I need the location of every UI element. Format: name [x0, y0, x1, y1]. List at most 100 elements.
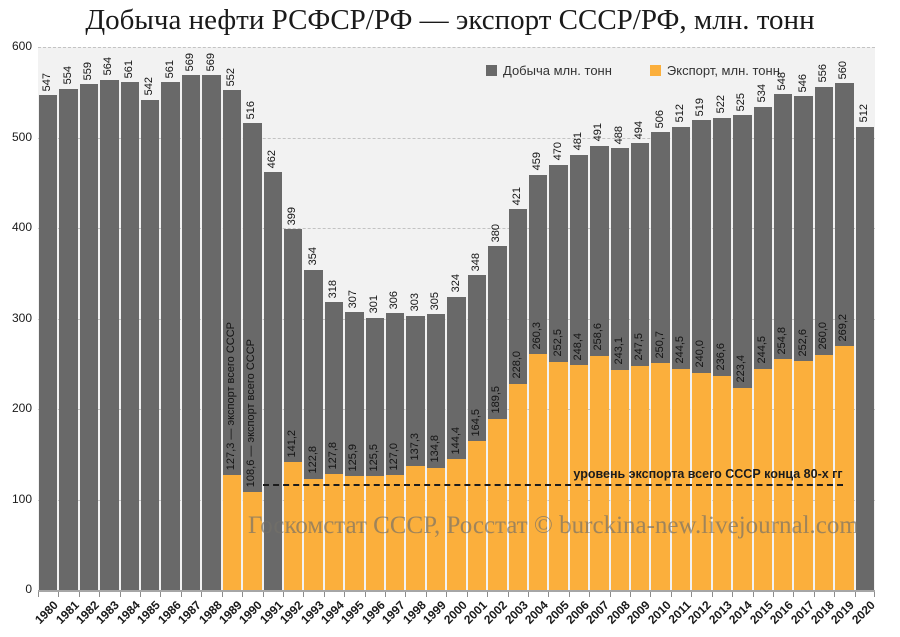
export-value-label-2003: 228,0: [510, 351, 523, 379]
bar-export-2012: [692, 372, 711, 590]
production-value-label-2010: 506: [653, 109, 666, 129]
x-axis-tick: [262, 592, 264, 597]
production-value-label-2006: 481: [571, 132, 584, 151]
export-value-label-2002: 189,5: [490, 385, 503, 414]
x-axis-tick: [385, 592, 387, 597]
x-axis-tick: [670, 592, 672, 597]
production-value-label-2005: 470: [551, 142, 564, 161]
bar-production-1984: [120, 82, 140, 590]
bar-export-2004: [528, 354, 548, 590]
bar-production-1980: [39, 94, 58, 590]
x-axis-tick: [732, 592, 734, 597]
production-value-label-2015: 534: [755, 84, 768, 103]
bar-production-1989: [222, 90, 242, 590]
gridline-600: [38, 47, 875, 48]
export-value-label-1992: 141,2: [286, 429, 299, 458]
bar-production-1982: [79, 84, 99, 590]
export-value-label-2018: 260,0: [816, 322, 829, 350]
x-axis-tick: [242, 592, 244, 597]
legend: Добыча млн. тонн Экспорт, млн. тонн: [486, 63, 780, 78]
export-value-label-2004: 260,3: [531, 321, 544, 350]
export-value-label-2005: 252,5: [551, 328, 564, 357]
bar-production-1988: [202, 75, 221, 590]
legend-item-production: Добыча млн. тонн: [486, 63, 612, 78]
production-value-label-1991: 462: [265, 149, 278, 168]
x-axis-tick: [589, 592, 591, 597]
x-axis-tick: [487, 592, 489, 597]
gridline-500: [38, 137, 875, 139]
bar-export-1989: [222, 474, 242, 590]
bar-production-1983: [100, 79, 119, 590]
x-axis-tick: [99, 592, 101, 597]
export-value-label-2016: 254,8: [776, 326, 789, 355]
bar-export-2006: [569, 365, 589, 590]
production-value-label-1995: 307: [347, 289, 360, 309]
bar-export-2019: [835, 346, 854, 590]
plot-area: Добыча млн. тонн Экспорт, млн. тонн 547 5…: [38, 47, 875, 592]
watermark: Госкомстат СССР, Росстат © burckina-new.…: [248, 512, 859, 539]
export-value-label-1994: 127,8: [327, 441, 339, 470]
x-axis-tick: [650, 592, 652, 597]
bar-export-1993: [304, 478, 323, 590]
bar-export-2017: [794, 361, 813, 590]
bar-export-1996: [365, 476, 385, 590]
export-value-label-2012: 240,0: [694, 340, 707, 368]
bar-export-2016: [773, 359, 793, 590]
bar-export-2007: [590, 355, 609, 590]
x-axis-tick: [282, 592, 284, 597]
y-tick-label-500: 500: [11, 129, 32, 144]
production-value-label-2016: 548: [776, 71, 789, 91]
legend-label-export: Экспорт, млн. тонн: [666, 63, 780, 78]
bar-export-1992: [283, 462, 303, 590]
x-axis-tick: [180, 592, 182, 597]
production-value-label-1992: 399: [286, 206, 299, 225]
x-axis-tick: [752, 592, 754, 597]
y-tick-label-0: 0: [25, 582, 32, 596]
legend-label-production: Добыча млн. тонн: [503, 63, 612, 78]
export-value-label-2009: 247,5: [633, 333, 646, 362]
bar-production-1987: [181, 75, 201, 590]
production-value-label-2008: 488: [612, 126, 625, 145]
bar-export-1998: [406, 465, 425, 590]
x-axis-tick: [711, 592, 713, 597]
x-axis-tick: [813, 592, 815, 597]
export-value-label-2001: 164,5: [469, 408, 482, 437]
production-value-label-2007: 491: [592, 123, 605, 142]
export-swatch-icon: [649, 65, 661, 76]
bar-export-1997: [386, 475, 405, 590]
export-value-label-2007: 258,6: [592, 323, 605, 351]
reference-line-label: уровень экспорта всего СССР конца 80-х г…: [573, 466, 843, 481]
export-value-label-2019: 269,2: [837, 313, 850, 342]
export-value-label-2006: 248,4: [571, 332, 584, 361]
bar-export-2002: [488, 418, 507, 590]
chart-title: Добыча нефти РСФСР/РФ — экспорт СССР/РФ,…: [85, 4, 815, 36]
x-axis-tick: [140, 592, 142, 597]
production-value-label-2019: 560: [837, 60, 850, 80]
x-axis-tick: [344, 592, 346, 597]
bar-export-2013: [712, 375, 732, 590]
export-value-label-2013: 236,6: [714, 343, 727, 371]
y-tick-label-200: 200: [11, 401, 32, 415]
bar-export-2010: [651, 363, 670, 590]
production-value-label-2012: 519: [694, 97, 707, 117]
x-axis-tick: [425, 592, 427, 597]
y-tick-label-300: 300: [11, 310, 32, 325]
production-value-label-2020: 512: [857, 104, 870, 123]
production-value-label-2001: 348: [469, 252, 482, 272]
production-value-label-1999: 305: [429, 291, 442, 310]
production-value-label-2017: 546: [796, 73, 809, 92]
bar-production-1990: [243, 123, 262, 590]
x-axis-tick: [303, 592, 305, 597]
bar-export-2015: [753, 368, 772, 590]
x-axis-tick: [527, 592, 529, 597]
bar-export-1994: [324, 474, 344, 590]
production-value-label-1985: 542: [143, 77, 156, 96]
production-value-label-1994: 318: [327, 279, 339, 299]
export-value-label-2008: 243,1: [612, 337, 625, 365]
x-axis-tick: [874, 592, 875, 597]
x-axis-tick: [548, 592, 550, 597]
export-annotation-1990: 108,6 — экспорт всего СССР: [245, 338, 258, 487]
bar-export-2001: [467, 441, 487, 590]
x-axis-tick: [323, 592, 325, 597]
